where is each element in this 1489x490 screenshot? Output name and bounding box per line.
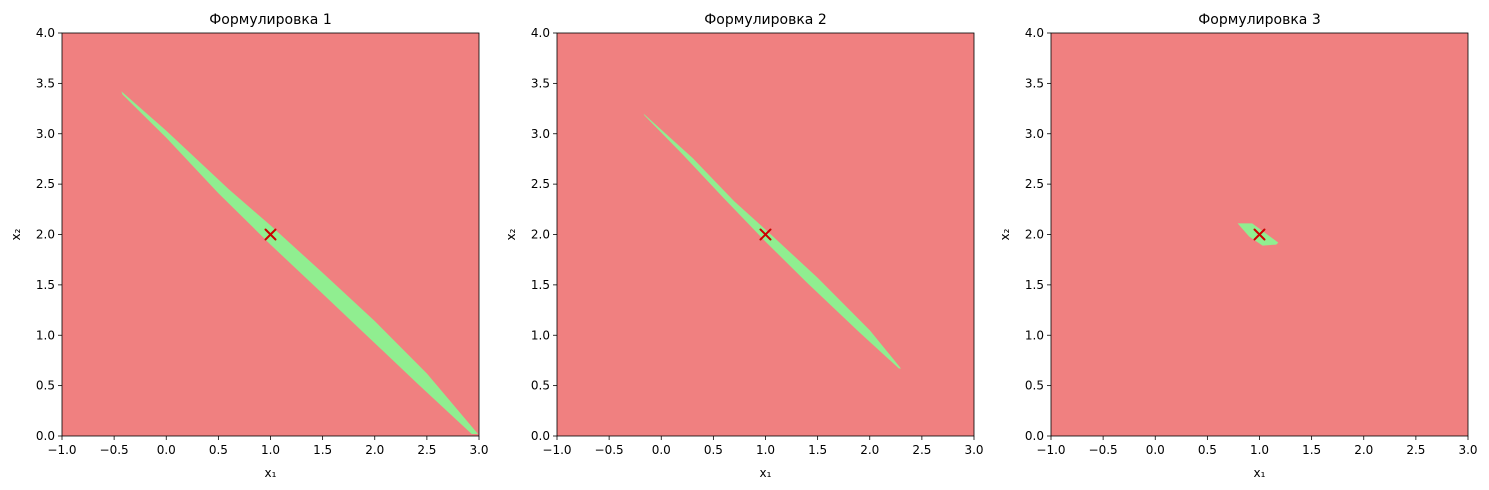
x-tick-label: 0.0 [157,443,176,457]
y-axis-label: x₂ [504,228,518,240]
subplot-title: Формулировка 3 [1198,12,1321,28]
subplot-1: −1.0 −0.5 0.0 0.5 1.0 1.5 2.0 2.5 3.0 0.0 0.5 1.0 1.… [9,12,489,480]
y-tick-label: 3.0 [1025,127,1044,141]
y-tick-label: 0.5 [1025,379,1044,393]
y-tick-label: 1.0 [1025,328,1044,342]
y-tick-label: 4.0 [531,26,550,40]
subplot-title: Формулировка 2 [704,12,827,28]
y-tick-label: 4.0 [1025,26,1044,40]
x-tick-label: 2.0 [365,443,384,457]
feasible-region [643,113,901,369]
y-tick-label: 0.0 [1025,429,1044,443]
y-tick-label: 1.0 [36,328,55,342]
x-tick-label: 2.5 [417,443,436,457]
x-tick-label: −0.5 [100,443,129,457]
x-tick-label: −1.0 [1036,443,1065,457]
x-axis-label: x₁ [760,466,772,480]
y-tick-label: 0.0 [531,429,550,443]
y-tick-label: 3.5 [36,76,55,90]
x-tick-label: 3.0 [964,443,983,457]
x-tick-label: 1.5 [808,443,827,457]
y-tick-label: 2.0 [1025,228,1044,242]
y-tick-label: 1.5 [531,278,550,292]
x-tick-label: 1.0 [1250,443,1269,457]
y-tick-label: 2.5 [1025,177,1044,191]
y-tick-label: 1.5 [36,278,55,292]
optimum-marker [1253,228,1266,241]
optimum-marker-stroke-2 [264,228,277,241]
x-axis-label: x₁ [265,466,277,480]
optimum-marker [264,228,277,241]
x-tick-label: 2.5 [912,443,931,457]
x-tick-label: 1.0 [261,443,280,457]
y-tick-label: 4.0 [36,26,55,40]
x-tick-label: −1.0 [47,443,76,457]
x-tick-label: 3.0 [1458,443,1477,457]
y-tick-label: 3.0 [36,127,55,141]
y-tick-label: 3.5 [531,76,550,90]
y-axis-label: x₂ [998,228,1012,240]
y-tick-label: 0.0 [36,429,55,443]
y-tick-label: 2.5 [531,177,550,191]
y-axis-label: x₂ [9,228,23,240]
x-tick-label: −0.5 [595,443,624,457]
y-tick-label: 2.0 [531,228,550,242]
x-tick-label: 0.5 [209,443,228,457]
x-tick-label: 1.5 [1302,443,1321,457]
optimum-marker-stroke-2 [759,228,772,241]
y-tick-label: 0.5 [36,379,55,393]
feasible-region [1237,223,1279,246]
x-tick-label: 2.0 [1354,443,1373,457]
x-tick-label: 0.5 [1198,443,1217,457]
y-tick-label: 1.0 [531,328,550,342]
subplot-title: Формулировка 1 [209,12,332,28]
y-tick-label: 2.0 [36,228,55,242]
x-tick-label: 0.0 [1146,443,1165,457]
optimum-marker-stroke-2 [1253,228,1266,241]
x-tick-label: 3.0 [469,443,488,457]
y-tick-label: 0.5 [531,379,550,393]
y-tick-label: 3.5 [1025,76,1044,90]
x-tick-label: 0.5 [704,443,723,457]
optimum-marker [759,228,772,241]
x-tick-label: −1.0 [542,443,571,457]
x-tick-label: 2.5 [1406,443,1425,457]
x-tick-label: −0.5 [1089,443,1118,457]
x-tick-label: 0.0 [652,443,671,457]
x-tick-label: 1.5 [313,443,332,457]
subplot-3: −1.0 −0.5 0.0 0.5 1.0 1.5 2.0 2.5 3.0 0.0 0.5 1.0 1.… [998,12,1478,480]
x-tick-label: 1.0 [756,443,775,457]
y-tick-label: 1.5 [1025,278,1044,292]
feasible-region [121,91,479,435]
y-tick-label: 3.0 [531,127,550,141]
x-tick-label: 2.0 [860,443,879,457]
y-tick-label: 2.5 [36,177,55,191]
x-axis-label: x₁ [1254,466,1266,480]
subplot-2: −1.0 −0.5 0.0 0.5 1.0 1.5 2.0 2.5 3.0 0.0 0.5 1.0 1.… [504,12,984,480]
